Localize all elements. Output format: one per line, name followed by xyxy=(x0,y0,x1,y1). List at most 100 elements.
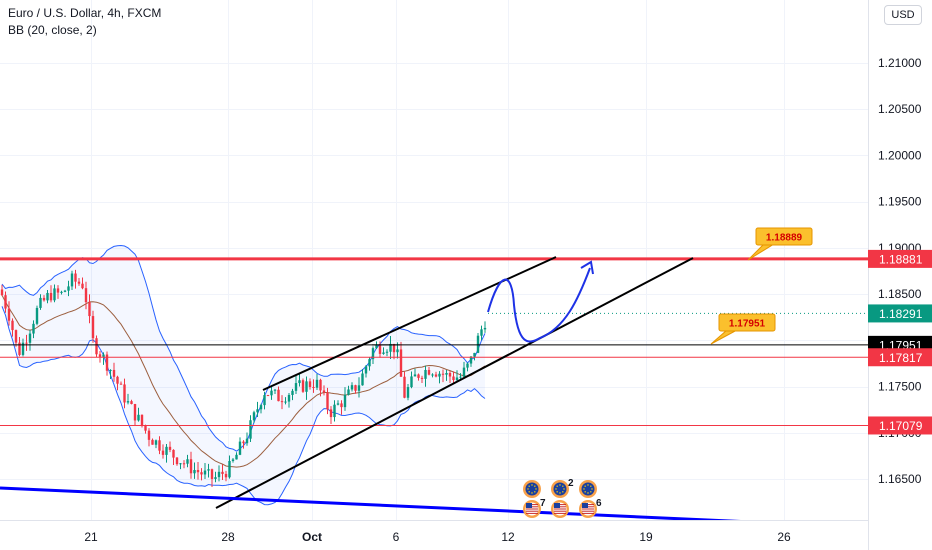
eu-event-icon xyxy=(523,480,541,498)
candle xyxy=(214,471,217,483)
candle-body xyxy=(431,374,434,376)
candle xyxy=(147,428,151,447)
candle-body xyxy=(126,401,130,403)
candle xyxy=(350,382,354,392)
x-tick-label: 12 xyxy=(501,530,515,544)
candle xyxy=(39,294,42,310)
candle xyxy=(105,351,109,376)
candle-body xyxy=(287,394,291,402)
candle-body xyxy=(361,373,364,386)
candle-body xyxy=(119,383,123,385)
candle-body xyxy=(224,473,228,478)
x-tick-label: 19 xyxy=(639,530,653,544)
economic-events[interactable]: 2 7 6 xyxy=(523,478,602,518)
candle xyxy=(165,444,168,463)
candle xyxy=(242,440,245,449)
candle-body xyxy=(410,376,413,388)
projection-path xyxy=(487,267,591,343)
candle-body xyxy=(172,449,175,458)
eu-star xyxy=(559,492,561,494)
candle-body xyxy=(466,363,469,368)
us-canton xyxy=(526,503,532,508)
candle xyxy=(476,333,480,354)
eu-star xyxy=(556,491,558,493)
price-callouts: 1.18889 1.17951 xyxy=(710,227,813,345)
candle-body xyxy=(182,463,186,465)
candle xyxy=(287,393,291,408)
candle-body xyxy=(14,330,18,343)
support-trendline xyxy=(0,486,753,524)
currency-button[interactable]: USD xyxy=(884,5,922,25)
price-callout: 1.17951 xyxy=(710,313,776,345)
candle-body xyxy=(424,369,427,379)
candle-body xyxy=(207,469,210,471)
candle-body xyxy=(11,320,14,331)
candle xyxy=(179,463,182,470)
candle-body xyxy=(389,343,392,352)
candle xyxy=(347,385,350,396)
candle-body xyxy=(196,470,200,473)
candle-body xyxy=(357,385,361,391)
candle xyxy=(56,285,60,299)
candle-body xyxy=(392,343,396,353)
candle xyxy=(7,301,11,326)
candle xyxy=(308,378,312,390)
eu-star xyxy=(590,485,592,487)
symbol-title[interactable]: Euro / U.S. Dollar, 4h, FXCM xyxy=(8,6,162,20)
candle xyxy=(263,391,266,410)
x-tick-label: 26 xyxy=(777,530,791,544)
candle-body xyxy=(333,404,336,418)
candle xyxy=(462,361,466,379)
candle xyxy=(77,277,81,286)
candle xyxy=(200,468,203,481)
candle xyxy=(326,387,329,415)
candle xyxy=(378,341,382,358)
candle-body xyxy=(354,385,357,391)
candle xyxy=(42,295,46,302)
candle-body xyxy=(259,405,263,410)
candle-body xyxy=(95,338,98,355)
candle-body xyxy=(459,376,462,378)
candle-body xyxy=(434,374,438,377)
candle xyxy=(32,320,35,339)
x-tick-label: Oct xyxy=(302,530,322,544)
candle-body xyxy=(399,349,403,377)
x-tick-label: 6 xyxy=(393,530,400,544)
eu-star xyxy=(528,491,530,493)
candle-body xyxy=(322,390,326,393)
candle-body xyxy=(4,295,7,309)
candle xyxy=(413,368,417,377)
candle-body xyxy=(329,409,333,418)
candle-body xyxy=(130,401,133,405)
x-tick-label: 21 xyxy=(84,530,98,544)
candle-body xyxy=(284,401,287,403)
y-tick-label: 1.19500 xyxy=(878,195,922,209)
candle-body xyxy=(193,470,196,474)
indicator-label[interactable]: BB (20, close, 2) xyxy=(8,23,97,37)
candle xyxy=(368,357,371,371)
candle-body xyxy=(473,352,476,357)
candle xyxy=(410,371,413,389)
candle xyxy=(144,424,147,434)
candle xyxy=(95,335,98,358)
candle-body xyxy=(406,387,410,398)
y-tick-label: 1.20000 xyxy=(878,148,922,162)
candle-body xyxy=(189,459,193,474)
candle-body xyxy=(427,369,431,375)
price-label-box xyxy=(868,249,932,268)
candle-body xyxy=(21,342,25,355)
candle-body xyxy=(445,372,448,375)
candle-body xyxy=(88,302,91,317)
callout-text: 1.17951 xyxy=(729,319,766,330)
candle-body xyxy=(0,289,4,296)
candle xyxy=(403,371,406,399)
candle xyxy=(315,373,319,390)
candle xyxy=(459,373,462,380)
candle xyxy=(322,385,326,396)
candle-body xyxy=(350,385,354,390)
candle xyxy=(301,378,305,393)
candle-body xyxy=(343,394,347,408)
eu-star xyxy=(556,485,558,487)
candle-body xyxy=(133,404,137,421)
